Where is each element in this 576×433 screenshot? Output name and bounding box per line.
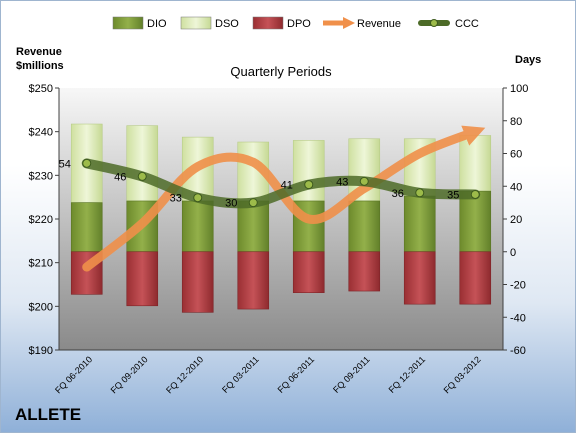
ccc-data-label: 30 (225, 198, 237, 210)
ccc-point (359, 176, 369, 186)
y-left-tick-label: $230 (29, 170, 53, 182)
legend-item-ccc: CCC (418, 18, 479, 30)
y-right-tick-label: 20 (510, 214, 522, 226)
chart-title: Quarterly Periods (230, 64, 332, 79)
ccc-data-label: 43 (336, 176, 348, 188)
legend-item-revenue: Revenue (323, 16, 401, 30)
bar-dpo (237, 251, 270, 310)
bar-dio (459, 190, 492, 253)
bar-dio (403, 195, 436, 253)
revenue-line (82, 125, 486, 272)
ccc-data-label: 54 (59, 158, 71, 170)
bar-dso (126, 125, 159, 202)
bar-dio (237, 200, 270, 253)
legend-swatch-dpo (252, 16, 284, 30)
ccc-point (470, 189, 480, 199)
ccc-data-label: 46 (114, 171, 126, 183)
ccc-line (81, 158, 481, 209)
bar-dpo (126, 251, 159, 307)
bar-dpo (459, 251, 492, 305)
bar-dio (181, 200, 214, 253)
company-name: ALLETE (15, 405, 82, 424)
legend-item-dso: DSO (180, 16, 239, 30)
x-tick-label: FQ 06-2010 (53, 354, 94, 395)
ccc-point (137, 171, 147, 181)
bar-dio (348, 200, 381, 253)
legend-swatch-dio (112, 16, 144, 30)
ccc-data-label: 35 (447, 189, 459, 201)
x-tick-label: FQ 03-2012 (442, 354, 483, 395)
ccc-point (248, 198, 258, 208)
y-right-tick-label: 100 (510, 83, 528, 95)
x-tick-label: FQ 12-2011 (387, 354, 428, 395)
y-right-tick-label: 40 (510, 181, 522, 193)
y-left-tick-label: $200 (29, 301, 53, 313)
ccc-data-label: 33 (170, 193, 182, 205)
x-tick-label: FQ 03-2011 (220, 354, 261, 395)
legend-label: CCC (455, 18, 479, 30)
bar-dpo (181, 251, 214, 313)
plot-area (59, 88, 503, 350)
x-tick-label: FQ 06-2011 (276, 354, 317, 395)
legend-swatch-dso (180, 16, 212, 30)
bar-dpo (292, 251, 325, 293)
ccc-point (415, 188, 425, 198)
y-right-tick-label: -60 (510, 345, 526, 357)
bar-dso (459, 135, 492, 192)
y-left-tick-label: $220 (29, 214, 53, 226)
y-right-tick-label: 0 (510, 247, 516, 259)
ccc-point (82, 158, 92, 168)
x-tick-label: FQ 09-2011 (331, 354, 372, 395)
ccc-data-label: 41 (281, 180, 293, 192)
legend-label: DSO (215, 18, 239, 30)
bar-dio (70, 202, 103, 253)
ccc-point (193, 193, 203, 203)
y-left-axis-label: Revenue $millions (16, 46, 64, 72)
legend-label: DPO (287, 18, 311, 30)
ccc-point (304, 180, 314, 190)
y-left-tick-label: $210 (29, 258, 53, 270)
y-left-tick-label: $240 (29, 127, 53, 139)
y-right-tick-label: -40 (510, 312, 526, 324)
legend-ccc-marker (430, 19, 438, 27)
y-right-tick-label: 80 (510, 116, 522, 128)
bar-dpo (403, 251, 436, 305)
legend-item-dio: DIO (112, 16, 167, 30)
ccc-data-label: 36 (392, 188, 404, 200)
y-right-axis-label: Days (515, 54, 541, 66)
y-right-tick-label: 60 (510, 149, 522, 161)
x-tick-label: FQ 12-2010 (164, 354, 205, 395)
bar-dpo (348, 251, 381, 292)
y-left-tick-label: $250 (29, 83, 53, 95)
legend-label: Revenue (357, 18, 401, 30)
y-left-tick-label: $190 (29, 345, 53, 357)
legend-item-dpo: DPO (252, 16, 311, 30)
y-right-tick-label: -20 (510, 280, 526, 292)
x-tick-label: FQ 09-2010 (109, 354, 150, 395)
legend-label: DIO (147, 18, 167, 30)
